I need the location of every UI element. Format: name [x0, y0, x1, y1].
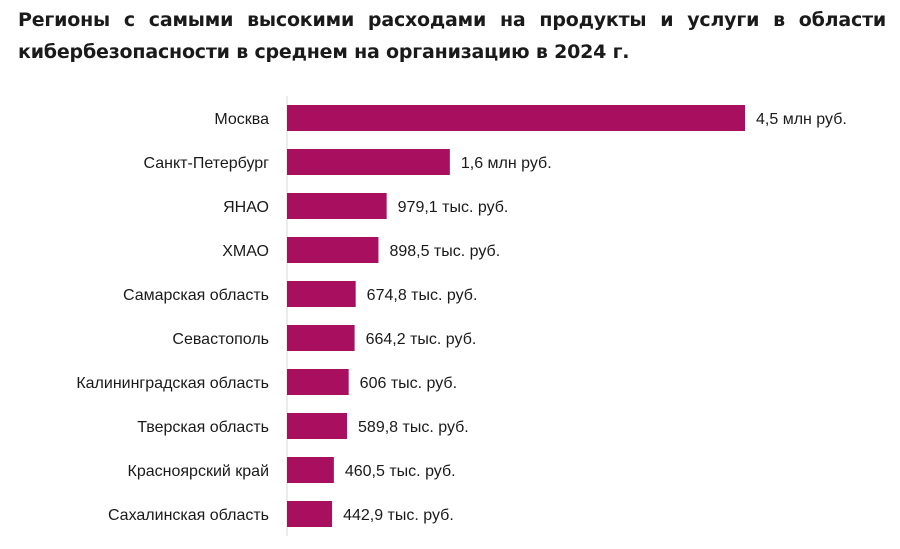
- data-label: 4,5 млн руб.: [756, 111, 847, 128]
- bar: [287, 325, 355, 351]
- category-label: Санкт-Петербург: [144, 155, 270, 172]
- category-label: Калининградская область: [76, 375, 269, 392]
- data-label: 460,5 тыс. руб.: [345, 463, 456, 480]
- chart-title: Регионы с самыми высокими расходами на п…: [18, 4, 886, 68]
- data-label: 1,6 млн руб.: [461, 155, 552, 172]
- data-label: 674,8 тыс. руб.: [367, 287, 478, 304]
- category-label: Сахалинская область: [108, 507, 269, 524]
- data-label: 442,9 тыс. руб.: [343, 507, 454, 524]
- category-label: Красноярский край: [128, 463, 269, 480]
- chart-title-line-2: кибербезопасности в среднем на организац…: [18, 41, 630, 63]
- bar: [287, 237, 379, 263]
- bar: [287, 457, 334, 483]
- data-label: 979,1 тыс. руб.: [398, 199, 509, 216]
- bar: [287, 281, 356, 307]
- category-label: Самарская область: [123, 287, 269, 304]
- category-label: Тверская область: [137, 419, 269, 436]
- category-label: ЯНАО: [223, 199, 269, 216]
- data-label: 664,2 тыс. руб.: [366, 331, 477, 348]
- bar: [287, 413, 348, 439]
- category-label: Севастополь: [172, 331, 269, 348]
- data-label: 898,5 тыс. руб.: [389, 243, 500, 260]
- category-label: Москва: [214, 111, 269, 128]
- bar: [287, 369, 349, 395]
- bar: [287, 193, 387, 219]
- data-label: 589,8 тыс. руб.: [358, 419, 469, 436]
- bar: [287, 105, 745, 131]
- chart-title-line-1: Регионы с самыми высокими расходами на п…: [18, 9, 886, 31]
- bar: [287, 501, 333, 527]
- category-label: ХМАО: [222, 243, 269, 260]
- data-label: 606 тыс. руб.: [360, 375, 457, 392]
- bar: [287, 149, 450, 175]
